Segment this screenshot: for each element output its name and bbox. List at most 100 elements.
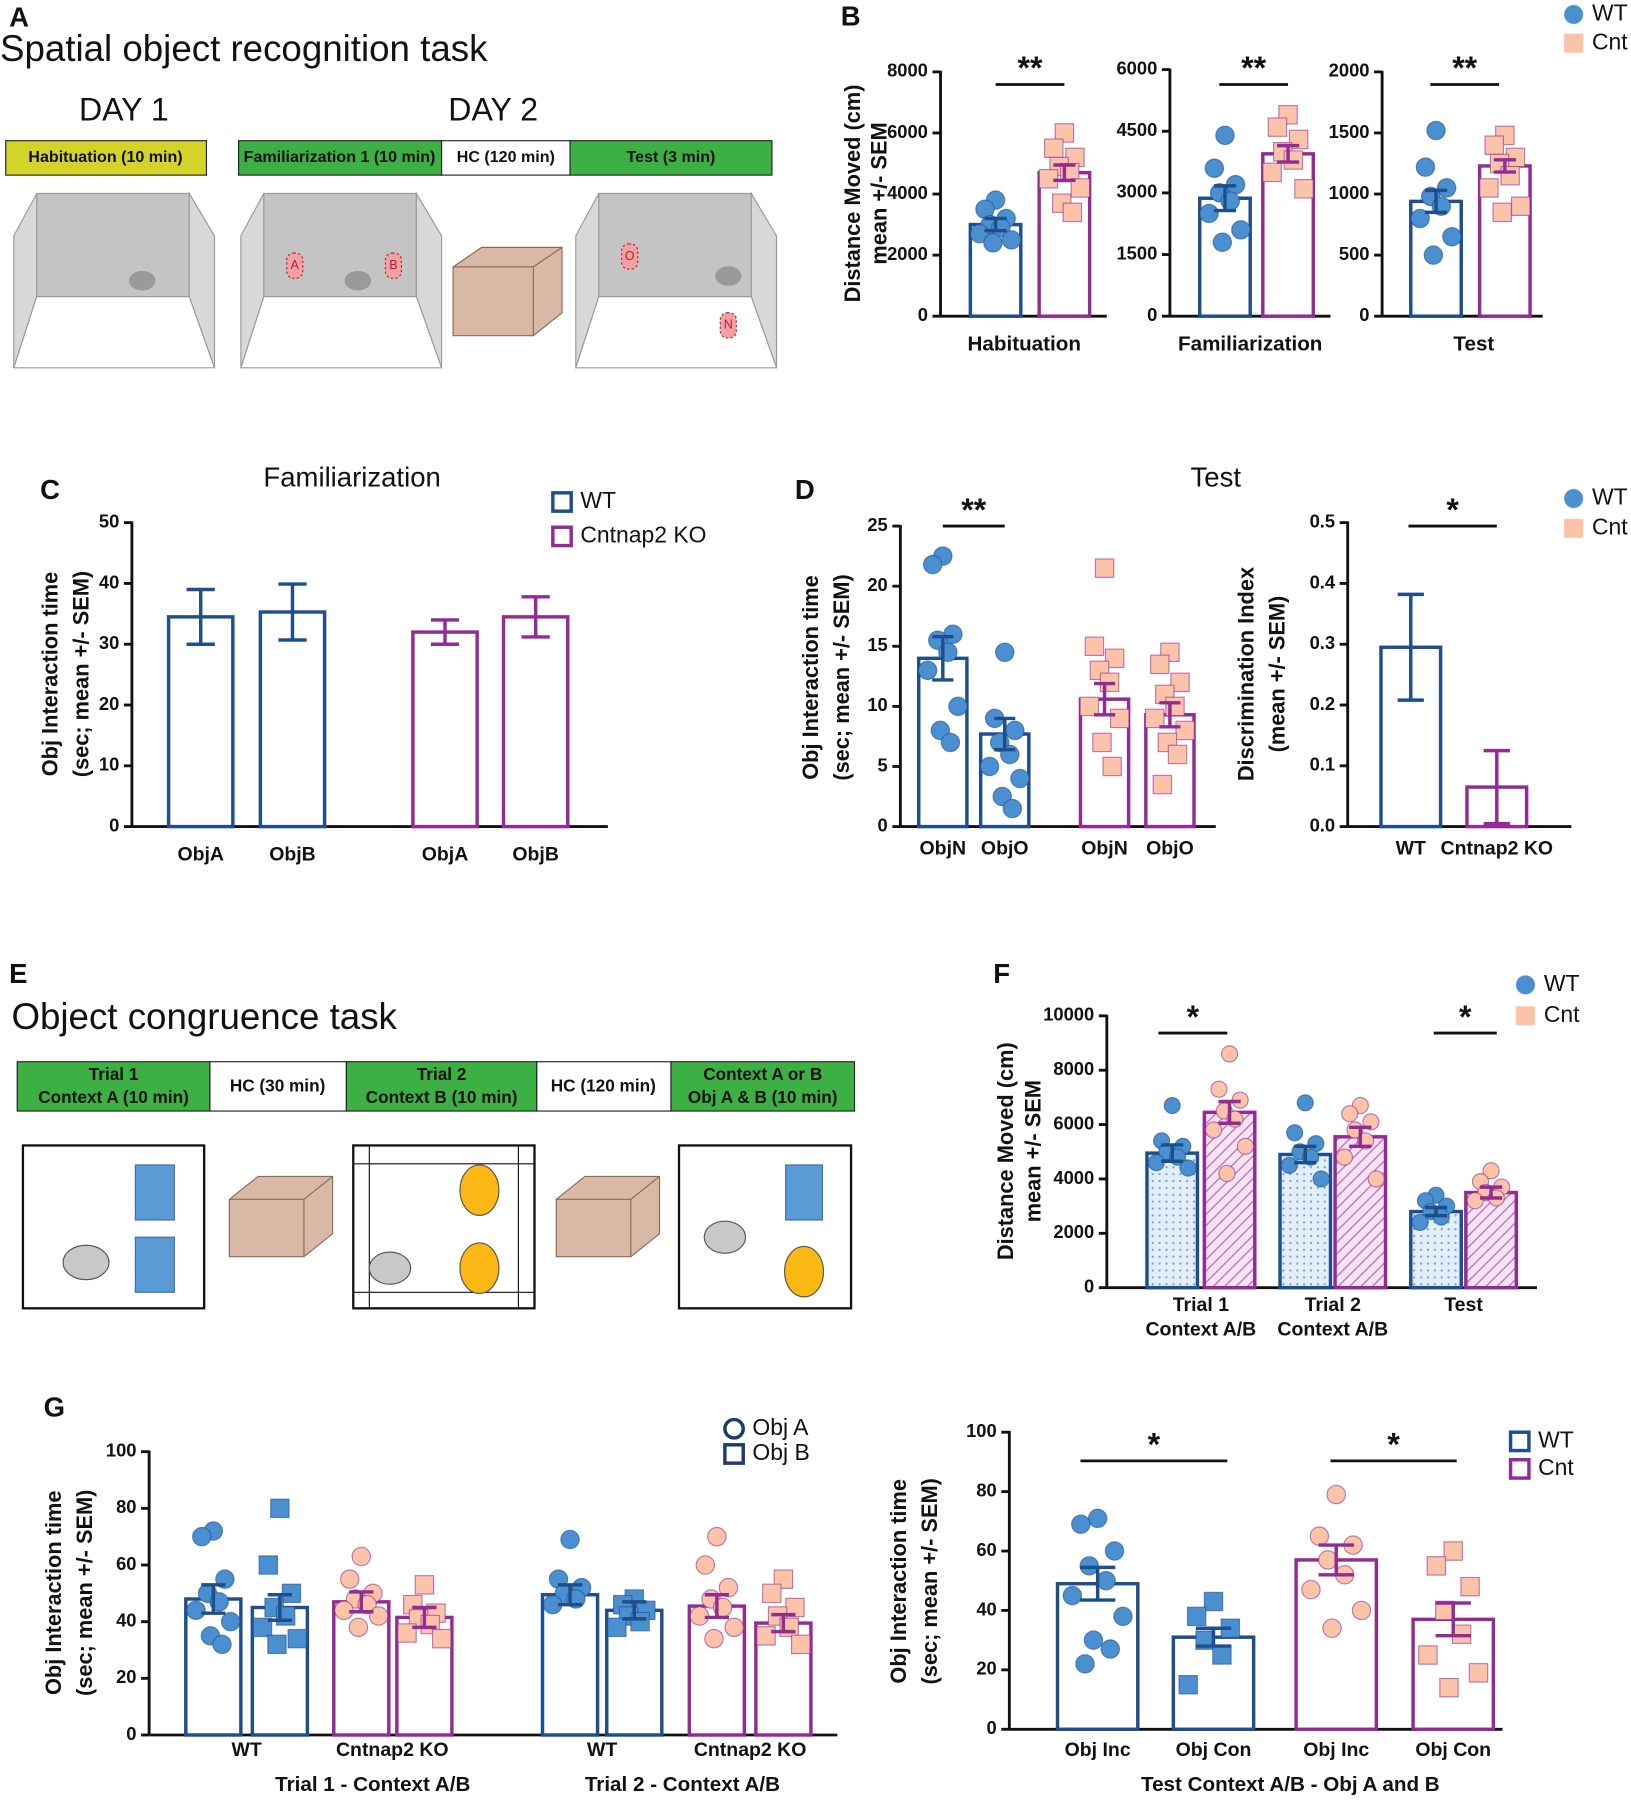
error-bar xyxy=(771,1612,796,1634)
y-tick-label: 20 xyxy=(99,693,119,714)
data-point xyxy=(1010,768,1030,789)
error-bar xyxy=(521,595,550,639)
y-axis-label: mean +/- SEM xyxy=(1020,1080,1045,1222)
x-axis-label: Trial 2 - Context A/B xyxy=(585,1773,780,1796)
data-point xyxy=(762,1583,782,1604)
significance-label: * xyxy=(1387,1427,1400,1463)
data-point xyxy=(1044,138,1064,158)
y-tick-label: 100 xyxy=(966,1420,997,1441)
phase-box xyxy=(209,1061,347,1112)
data-point xyxy=(1163,1096,1181,1115)
legend-label: Obj B xyxy=(752,1439,809,1465)
group-label: Trial 1 xyxy=(1173,1294,1229,1316)
data-point xyxy=(1423,245,1444,265)
y-tick-label: 10000 xyxy=(1043,1004,1094,1025)
legend-marker xyxy=(1563,4,1584,25)
x-tick-label: ObjO xyxy=(1146,838,1194,860)
y-tick-label: 0 xyxy=(126,1723,136,1744)
data-point xyxy=(414,1575,435,1595)
data-point xyxy=(1415,157,1436,177)
y-tick-label: 20 xyxy=(867,574,887,595)
object-label: N xyxy=(724,318,733,332)
data-point xyxy=(186,1600,206,1621)
error-bar xyxy=(1318,1543,1354,1577)
error-bar xyxy=(1294,1144,1317,1165)
data-point xyxy=(1092,732,1112,753)
data-point xyxy=(1439,1677,1459,1698)
bar xyxy=(166,615,235,829)
y-tick-label: 6000 xyxy=(1116,57,1157,78)
legend-marker xyxy=(1515,975,1536,995)
data-point xyxy=(1510,196,1531,217)
data-point xyxy=(1318,1550,1338,1570)
data-point xyxy=(1210,1080,1228,1098)
error-bar xyxy=(932,634,954,682)
group-label: Test xyxy=(1444,1294,1483,1316)
y-tick-label: 1500 xyxy=(1329,121,1370,142)
y-tick-label: 40 xyxy=(99,571,119,592)
y-tick-label: 8000 xyxy=(1053,1058,1094,1079)
error-bar xyxy=(1424,1205,1448,1218)
y-tick-label: 50 xyxy=(99,510,119,531)
data-point xyxy=(695,1555,716,1575)
error-bar xyxy=(557,1583,583,1607)
y-tick-label: 60 xyxy=(976,1539,996,1560)
y-tick-label: 0.0 xyxy=(1310,814,1336,835)
y-tick-label: 40 xyxy=(116,1610,136,1631)
data-point xyxy=(1179,1159,1197,1177)
bar xyxy=(258,610,327,829)
y-tick-label: 15 xyxy=(867,634,887,655)
error-bar xyxy=(1213,184,1237,213)
error-bar xyxy=(1435,1601,1471,1638)
y-axis-label: mean +/- SEM xyxy=(867,122,892,264)
data-point xyxy=(704,1628,724,1649)
x-tick-label: Obj Con xyxy=(1176,1739,1252,1761)
arena xyxy=(574,191,778,369)
x-tick-label: ObjA xyxy=(177,843,224,865)
y-tick-label: 0.5 xyxy=(1310,510,1336,531)
y-tick-label: 80 xyxy=(976,1479,996,1500)
data-point xyxy=(1367,1170,1385,1188)
phase-label: Trial 2 xyxy=(417,1064,467,1084)
data-point xyxy=(718,1577,739,1598)
error-bar xyxy=(1161,1143,1184,1163)
significance-label: ** xyxy=(1452,50,1477,86)
phase-box xyxy=(16,1061,211,1112)
phase-box xyxy=(536,1061,672,1112)
data-point xyxy=(1231,220,1251,240)
x-axis-label: Test xyxy=(1453,332,1494,355)
bar xyxy=(1198,196,1252,318)
diagram-e: Object congruence task Trial 1 Context A… xyxy=(11,996,856,1310)
x-tick-label: Obj Inc xyxy=(1065,1739,1131,1761)
data-point xyxy=(1492,202,1512,223)
legend-marker xyxy=(723,1443,745,1465)
context-b xyxy=(352,1144,536,1310)
legend-label: WT xyxy=(1544,970,1580,996)
legend-label: Cnt xyxy=(1592,513,1628,539)
panel-label: E xyxy=(9,958,27,989)
phase-label: HC (120 min) xyxy=(457,148,555,166)
data-point xyxy=(1054,123,1075,143)
y-tick-label: 0 xyxy=(1359,304,1369,325)
error-bar xyxy=(1483,748,1510,826)
data-point xyxy=(1426,120,1446,141)
data-point xyxy=(1443,1541,1463,1561)
data-point xyxy=(1102,756,1122,777)
group-label: WT xyxy=(587,1739,617,1761)
data-point xyxy=(1005,720,1025,741)
error-bar xyxy=(1479,1185,1503,1200)
data-point xyxy=(1218,1164,1236,1183)
panel-label: D xyxy=(795,474,815,505)
data-point xyxy=(1203,1591,1224,1612)
day-label: DAY 1 xyxy=(79,92,169,128)
y-tick-label: 2000 xyxy=(1329,60,1370,81)
significance-label: ** xyxy=(1241,50,1266,86)
data-point xyxy=(1062,202,1083,223)
phase-label: Obj A & B (10 min) xyxy=(688,1087,838,1107)
phase-box xyxy=(345,1061,538,1112)
x-tick-label: Cntnap2 KO xyxy=(1441,838,1554,860)
y-tick-label: 0.2 xyxy=(1310,693,1336,714)
data-point xyxy=(267,1634,287,1655)
x-tick-label: ObjB xyxy=(512,843,559,865)
